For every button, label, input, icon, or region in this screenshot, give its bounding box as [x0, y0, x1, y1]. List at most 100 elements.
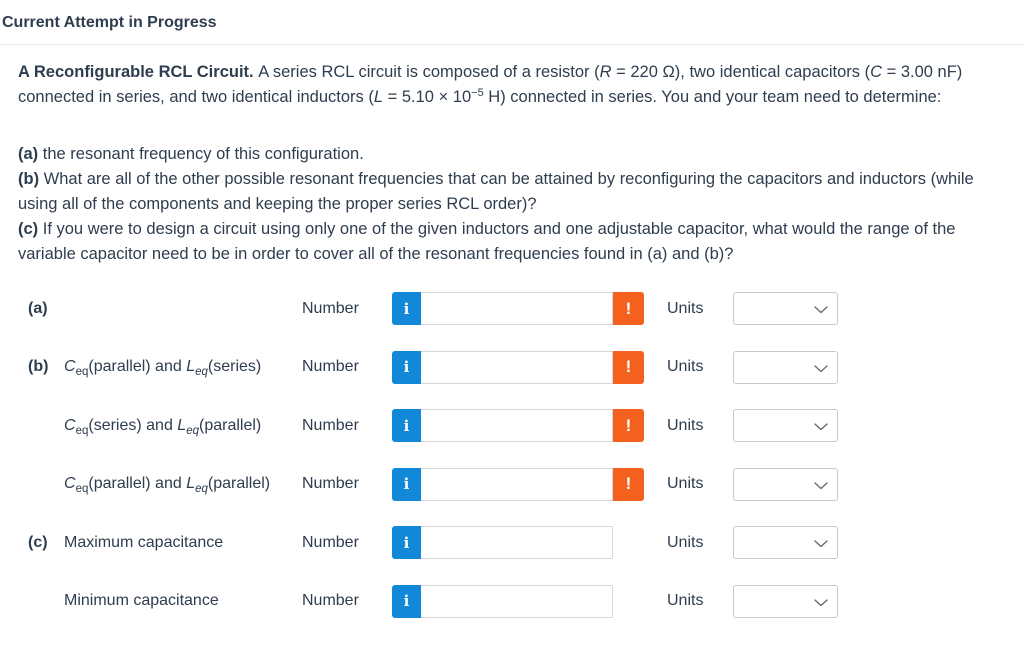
number-input[interactable]	[421, 292, 613, 325]
warning-icon: !	[625, 357, 632, 376]
text-segment: eq	[195, 366, 208, 378]
problem-questions: (a) the resonant frequency of this confi…	[18, 142, 1006, 267]
text-segment: L	[177, 416, 187, 434]
warning-button[interactable]: !	[613, 350, 644, 384]
number-label: Number	[302, 299, 359, 317]
question-label: (c)	[18, 220, 39, 238]
number-input[interactable]	[421, 526, 613, 559]
configuration-label: Ceq(series) and Leq(parallel)	[64, 416, 302, 437]
text-segment: Maximum capacitance	[64, 533, 224, 551]
number-label: Number	[302, 592, 359, 609]
warning-button[interactable]: !	[613, 292, 644, 325]
text-segment: eq	[75, 424, 89, 437]
warning-button[interactable]: !	[613, 409, 644, 442]
text-segment: = 5.10 × 10	[383, 88, 472, 106]
problem-intro: A Reconfigurable RCL Circuit. A series R…	[18, 60, 1006, 110]
question-item: (c) If you were to design a circuit usin…	[18, 217, 1006, 267]
chevron-down-icon	[814, 423, 828, 431]
answer-row: (a) Number i ! Units	[0, 292, 1024, 325]
text-segment: C	[870, 63, 883, 81]
number-input-group: i	[392, 526, 667, 559]
text-segment: (series)	[207, 358, 262, 375]
number-input-group: i !	[392, 350, 667, 384]
units-select[interactable]	[733, 409, 838, 442]
question-label: (b)	[18, 170, 40, 188]
answer-row: Ceq(parallel) and Leq(parallel) Number i…	[0, 467, 1024, 501]
text-segment: (parallel)	[207, 475, 271, 492]
text-segment: C	[64, 475, 76, 492]
configuration-label: Ceq(parallel) and Leq(series)	[64, 358, 302, 378]
page-header: Current Attempt in Progress	[0, 0, 1024, 45]
answer-form: (a) Number i ! Units (b) Ceq(parallel) a…	[0, 292, 1024, 618]
units-select[interactable]	[733, 350, 838, 384]
text-segment: C	[64, 358, 76, 375]
text-segment: −5	[471, 87, 484, 99]
warning-icon: !	[625, 474, 632, 493]
part-label: (b)	[28, 358, 49, 375]
number-label: Number	[302, 533, 359, 551]
number-label: Number	[302, 358, 359, 375]
answer-row: (b) Ceq(parallel) and Leq(series) Number…	[0, 350, 1024, 384]
text-segment: (parallel)	[198, 416, 262, 434]
number-input[interactable]	[421, 584, 613, 618]
question-text: If you were to design a circuit using on…	[18, 220, 956, 263]
text-segment: eq	[75, 483, 89, 495]
number-input-group: i !	[392, 292, 667, 325]
text-segment: A Reconfigurable RCL Circuit.	[18, 63, 259, 81]
answer-row: Minimum capacitance Number i Units	[0, 584, 1024, 618]
info-icon: i	[403, 358, 410, 376]
info-icon: i	[403, 299, 410, 318]
page-title: Current Attempt in Progress	[2, 14, 217, 31]
info-button[interactable]: i	[392, 467, 421, 501]
text-segment: L	[373, 88, 384, 106]
question-text: the resonant frequency of this configura…	[38, 145, 364, 163]
units-select[interactable]	[733, 292, 838, 325]
text-segment: (parallel) and	[88, 475, 187, 492]
info-button[interactable]: i	[392, 350, 421, 384]
text-segment: (series) and	[88, 416, 178, 434]
text-segment: Minimum capacitance	[64, 592, 219, 609]
info-button[interactable]: i	[392, 526, 421, 559]
text-segment: (parallel) and	[88, 358, 187, 375]
configuration-label: Minimum capacitance	[64, 592, 302, 610]
number-input[interactable]	[421, 350, 613, 384]
text-segment: R	[599, 63, 612, 81]
text-segment: = 220 Ω), two identical capacitors (	[611, 63, 871, 81]
warning-button[interactable]: !	[613, 467, 644, 501]
text-segment: eq	[186, 424, 199, 437]
warning-icon: !	[625, 415, 632, 435]
info-icon: i	[403, 416, 410, 435]
answer-row: Ceq(series) and Leq(parallel) Number i !…	[0, 409, 1024, 442]
info-button[interactable]: i	[392, 409, 421, 442]
number-input-group: i !	[392, 467, 667, 501]
text-segment: eq	[195, 483, 208, 495]
text-segment: L	[186, 358, 196, 375]
number-input[interactable]	[421, 409, 613, 442]
units-select[interactable]	[733, 467, 838, 501]
units-select[interactable]	[733, 584, 838, 618]
number-input[interactable]	[421, 467, 613, 501]
chevron-down-icon	[814, 306, 828, 314]
number-input-group: i	[392, 584, 667, 618]
text-segment: H) connected in series. You and your tea…	[483, 88, 942, 106]
chevron-down-icon	[814, 540, 828, 548]
info-icon: i	[403, 475, 410, 493]
question-item: (b) What are all of the other possible r…	[18, 167, 1006, 217]
question-text: What are all of the other possible reson…	[18, 170, 974, 213]
answer-row: (c) Maximum capacitance Number i Units	[0, 526, 1024, 559]
number-input-group: i !	[392, 409, 667, 442]
text-segment: eq	[75, 366, 89, 378]
units-label: Units	[667, 299, 704, 317]
warning-icon: !	[625, 298, 632, 318]
info-button[interactable]: i	[392, 292, 421, 325]
info-icon: i	[403, 533, 410, 552]
info-button[interactable]: i	[392, 584, 421, 618]
units-label: Units	[667, 358, 704, 375]
configuration-label: Maximum capacitance	[64, 534, 302, 552]
part-label: (c)	[28, 533, 48, 551]
number-label: Number	[302, 475, 359, 492]
units-select[interactable]	[733, 526, 838, 559]
chevron-down-icon	[814, 481, 828, 489]
chevron-down-icon	[814, 598, 828, 606]
units-label: Units	[667, 592, 704, 609]
